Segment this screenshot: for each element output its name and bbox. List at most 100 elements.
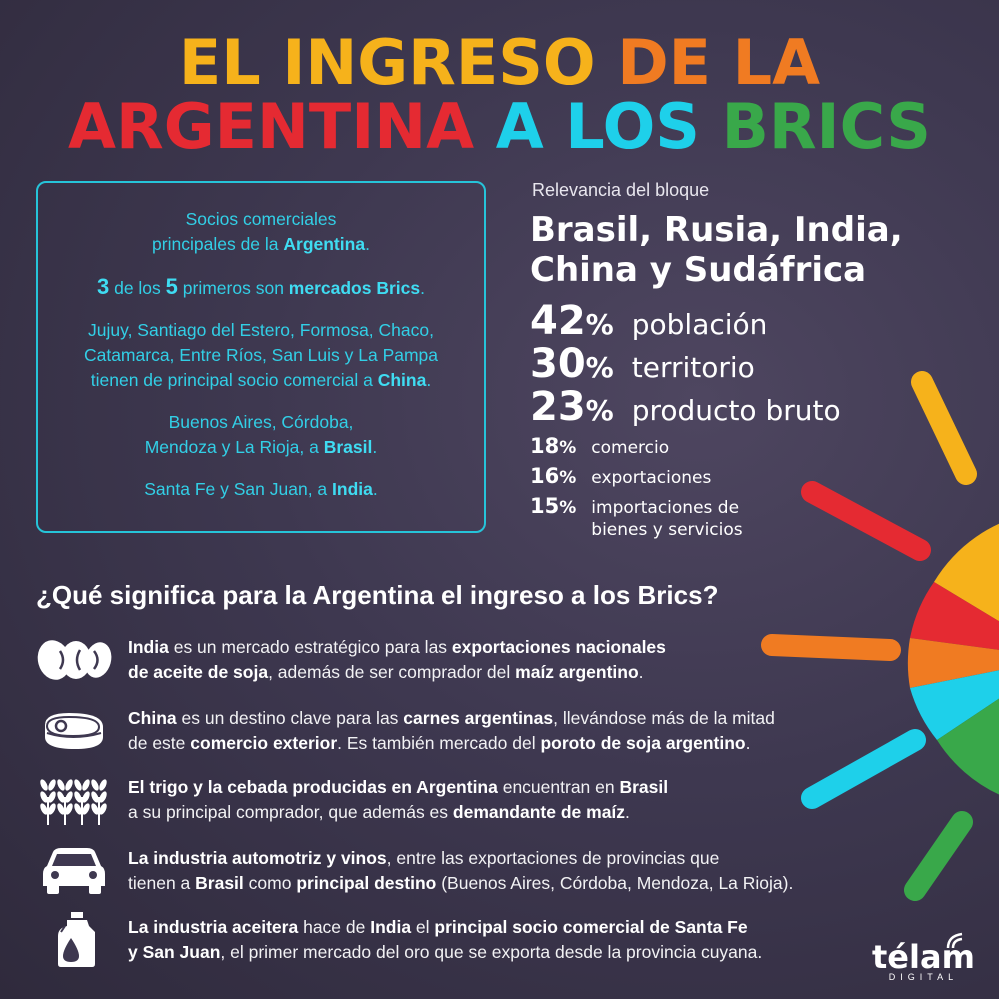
item-bold: maíz argentino: [515, 662, 639, 682]
partners-text: Santa Fe y San Juan, a: [144, 479, 333, 499]
item-bold: carnes argentinas: [403, 708, 554, 728]
stat-label-line: importaciones de: [591, 498, 740, 518]
ray-orange: [761, 634, 901, 661]
stat-number: 23: [530, 384, 586, 430]
partners-count: 3: [96, 274, 110, 299]
relevance-title: Brasil, Rusia, India, China y Sudáfrica: [530, 210, 903, 290]
partners-count: 5: [165, 274, 178, 299]
partners-bold: mercados Brics: [288, 278, 421, 298]
item-bold: exportaciones nacionales: [451, 637, 666, 657]
stat-number: 18: [530, 434, 560, 458]
stat-percent: %: [585, 394, 614, 427]
stat-percent: %: [559, 498, 577, 518]
partners-text: .: [426, 370, 432, 390]
partners-text: principales de la: [152, 234, 284, 254]
ray-green: [904, 811, 973, 901]
item-bold: La industria automotriz y vinos: [128, 848, 387, 868]
item-bold: principal socio comercial de Santa Fe: [434, 917, 748, 937]
item-bold: India: [128, 637, 169, 657]
item-span: hace de: [298, 917, 371, 937]
color-wheel: [907, 523, 999, 795]
meat-icon: [36, 703, 112, 759]
item-row-aceitera: La industria aceitera hace de India el p…: [36, 912, 762, 968]
item-span: . Es también mercado del: [337, 733, 541, 753]
stat-importaciones: 15% importaciones de bienes y servicios: [530, 494, 743, 541]
partners-text: Socios comerciales: [185, 209, 337, 229]
title-word-argentina: ARGENTINA: [68, 90, 475, 163]
ray-red: [801, 481, 931, 561]
car-icon: [36, 843, 112, 899]
stat-number: 30: [530, 341, 586, 387]
item-bold: China: [128, 708, 177, 728]
stat-comercio: 18% comercio: [530, 434, 669, 459]
signal-icon: [946, 932, 963, 949]
partners-text: .: [372, 437, 378, 457]
partners-paragraph-2: 3 de los 5 primeros son mercados Brics.: [38, 274, 484, 301]
stat-percent: %: [559, 438, 577, 458]
partners-box: Socios comerciales principales de la Arg…: [36, 181, 486, 533]
item-bold: La industria aceitera: [128, 917, 299, 937]
item-bold: poroto de soja argentino: [540, 733, 746, 753]
relevance-title-line: Brasil, Rusia, India,: [530, 210, 903, 250]
ray-yellow: [911, 371, 977, 485]
wheat-icon: [36, 772, 112, 828]
partners-bold: China: [377, 370, 427, 390]
stat-territorio: 30% territorio: [530, 341, 755, 387]
item-span: el: [411, 917, 435, 937]
partners-text: tienen de principal socio comercial a: [90, 370, 378, 390]
title-word-de-la: DE LA: [617, 26, 821, 99]
item-text: China es un destino clave para las carne…: [128, 706, 775, 756]
item-span: encuentran en: [497, 777, 620, 797]
item-row-automotriz: La industria automotriz y vinos, entre l…: [36, 843, 793, 899]
item-bold: Brasil: [619, 777, 669, 797]
oil-bottle-icon: [36, 912, 112, 968]
partners-paragraph-3: Jujuy, Santiago del Estero, Formosa, Cha…: [38, 318, 484, 393]
item-span: es un mercado estratégico para las: [168, 637, 452, 657]
partners-bold: India: [332, 479, 373, 499]
item-span: es un destino clave para las: [176, 708, 404, 728]
item-row-trigo-cebada: El trigo y la cebada producidas en Argen…: [36, 772, 668, 828]
item-span: , llevándose más de la mitad: [553, 708, 775, 728]
ray-cyan: [801, 729, 926, 809]
stat-label-line: bienes y servicios: [591, 520, 743, 540]
logo-sub: DIGITAL: [888, 972, 959, 982]
stat-percent: %: [585, 351, 614, 384]
item-bold: comercio exterior: [190, 733, 338, 753]
item-span: , entre las exportaciones de provincias …: [386, 848, 720, 868]
item-bold: demandante de maíz: [452, 802, 626, 822]
partners-text: Jujuy, Santiago del Estero, Formosa, Cha…: [88, 320, 434, 340]
item-span: de este: [128, 733, 191, 753]
title-word-a-los: A LOS: [495, 90, 700, 163]
item-bold: India: [370, 917, 412, 937]
partners-text: Mendoza y La Rioja, a: [144, 437, 324, 457]
question-heading: ¿Qué significa para la Argentina el ingr…: [36, 580, 719, 610]
item-span: .: [745, 733, 751, 753]
title-line-1: EL INGRESO DE LA: [0, 32, 999, 94]
logo-name: télam: [872, 938, 975, 976]
partners-bold: Argentina: [283, 234, 366, 254]
item-span: .: [625, 802, 630, 822]
stat-number: 42: [530, 298, 586, 344]
item-span: , el primer mercado del oro que se expor…: [220, 942, 763, 962]
item-text: La industria automotriz y vinos, entre l…: [128, 846, 793, 896]
partners-text: de los: [109, 278, 166, 298]
item-bold: principal destino: [296, 873, 437, 893]
soybean-icon: [36, 632, 112, 688]
title-line-2: ARGENTINA A LOS BRICS: [0, 96, 999, 158]
partners-text: .: [372, 479, 378, 499]
relevance-label: Relevancia del bloque: [532, 180, 710, 200]
partners-text: .: [420, 278, 425, 298]
partners-text: Catamarca, Entre Ríos, San Luis y La Pam…: [83, 345, 439, 365]
item-bold: Brasil: [195, 873, 244, 893]
item-text: La industria aceitera hace de India el p…: [128, 915, 762, 965]
stat-number: 16: [530, 464, 560, 488]
partners-text: .: [365, 234, 370, 254]
stat-producto-bruto: 23% producto bruto: [530, 384, 841, 430]
item-bold: y San Juan: [128, 942, 221, 962]
item-span: , además de ser comprador del: [268, 662, 516, 682]
stat-exportaciones: 16% exportaciones: [530, 464, 711, 489]
item-span: a su principal comprador, que además es: [128, 802, 453, 822]
item-text: India es un mercado estratégico para las…: [128, 635, 666, 685]
title-word-ingreso: EL INGRESO: [178, 26, 596, 99]
title-word-brics: BRICS: [721, 90, 931, 163]
